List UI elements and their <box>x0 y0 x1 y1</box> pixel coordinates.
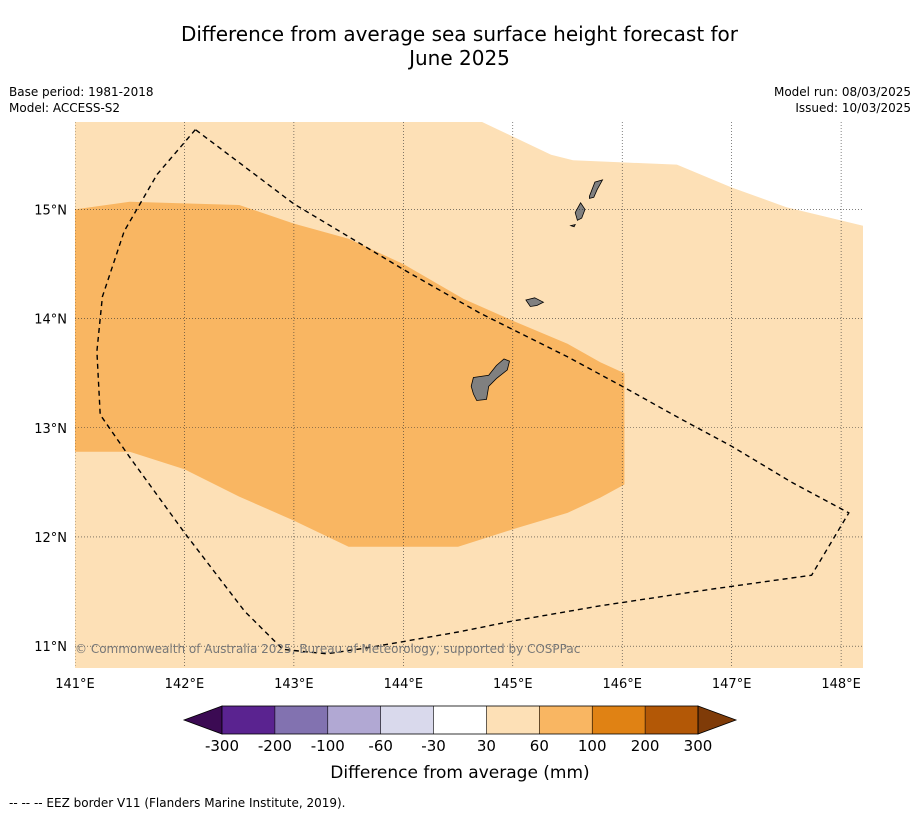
anomaly-region <box>75 201 625 547</box>
base-period-text: Base period: 1981-2018 <box>9 85 154 99</box>
graticule <box>75 122 863 668</box>
model-run-info: Model run: 08/03/2025 Issued: 10/03/2025 <box>774 84 911 116</box>
land-guam <box>470 358 510 401</box>
colorbar-segment <box>539 706 593 734</box>
chart-title-line1: Difference from average sea surface heig… <box>180 22 739 46</box>
y-tick-label: 11°N <box>34 640 67 655</box>
y-tick-label: 15°N <box>34 203 67 218</box>
chart-title: Difference from average sea surface heig… <box>0 22 919 70</box>
eez-border-legend: -- -- -- EEZ border V11 (Flanders Marine… <box>9 796 346 810</box>
colorbar-outline <box>221 705 699 735</box>
x-tick-label: 144°E <box>384 677 424 692</box>
land-rota <box>525 297 545 307</box>
colorbar-tick-label: 300 <box>684 737 713 755</box>
land-saipan <box>589 179 604 199</box>
colorbar-segment <box>592 706 646 734</box>
colorbar-tick-label: -100 <box>311 737 345 755</box>
x-tick-label: 147°E <box>712 677 752 692</box>
colorbar-tick-label: 200 <box>631 737 660 755</box>
model-name-text: Model: ACCESS-S2 <box>9 101 121 115</box>
map-axes: 141°E 142°E 143°E 144°E 145°E 146°E 147°E 148°E… <box>34 203 861 692</box>
colorbar-segment <box>380 706 434 734</box>
land-tinian <box>574 202 586 221</box>
colorbar: -300 -200 -100 -60 -30 30 60 100 200 300 <box>182 705 738 755</box>
x-tick-label: 143°E <box>274 677 314 692</box>
x-tick-label: 148°E <box>821 677 861 692</box>
x-tick-label: 145°E <box>493 677 533 692</box>
colorbar-tick-label: -300 <box>205 737 239 755</box>
x-tick-label: 141°E <box>55 677 95 692</box>
colorbar-tick-label: 60 <box>530 737 549 755</box>
colorbar-extend-low <box>182 705 223 735</box>
colorbar-segment <box>486 706 540 734</box>
issued-date-text: Issued: 10/03/2025 <box>795 101 911 115</box>
y-tick-label: 13°N <box>34 422 67 437</box>
x-tick-label: 146°E <box>602 677 642 692</box>
y-tick-label: 14°N <box>34 313 67 328</box>
copyright-text: © Commonwealth of Australia 2025, Bureau… <box>75 642 580 656</box>
y-tick-label: 12°N <box>34 531 67 546</box>
colorbar-label: Difference from average (mm) <box>330 763 589 783</box>
chart-title-line2: June 2025 <box>409 46 510 70</box>
colorbar-tick-label: -60 <box>368 737 393 755</box>
model-run-text: Model run: 08/03/2025 <box>773 85 911 99</box>
colorbar-extend-high <box>697 705 738 735</box>
colorbar-segment <box>433 706 487 734</box>
x-tick-label: 142°E <box>165 677 205 692</box>
colorbar-segment <box>274 706 328 734</box>
colorbar-tick-label: -30 <box>421 737 446 755</box>
base-period-info: Base period: 1981-2018 Model: ACCESS-S2 <box>9 84 154 116</box>
map-plot-area <box>75 122 863 668</box>
colorbar-tick-label: 100 <box>578 737 607 755</box>
colorbar-tick-label: -200 <box>258 737 292 755</box>
colorbar-tick-label: 30 <box>477 737 496 755</box>
colorbar-segment <box>645 706 698 734</box>
colorbar-segment <box>222 706 275 734</box>
colorbar-segment <box>327 706 381 734</box>
land-aguijan <box>569 224 576 228</box>
